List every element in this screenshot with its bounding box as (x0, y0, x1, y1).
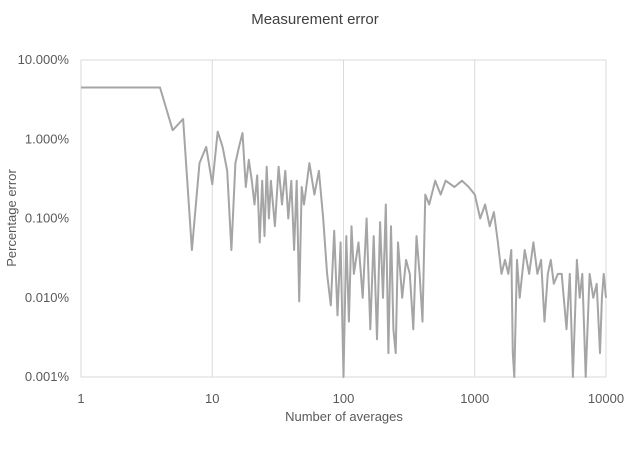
x-axis-title: Number of averages (285, 409, 403, 424)
y-axis-title: Percentage error (4, 169, 19, 267)
chart-title: Measurement error (251, 11, 379, 28)
y-tick-label: 0.001% (25, 369, 70, 384)
series-line-1 (81, 86, 607, 378)
x-tick-label: 100 (333, 391, 355, 406)
x-tick-label: 1000 (460, 391, 489, 406)
y-tick-label: 0.010% (25, 290, 70, 305)
y-axis-ticks: 0.001% 0.010% 0.100% 1.000% 10.000% (18, 52, 70, 384)
series-layer (81, 86, 607, 378)
x-tick-label: 1 (77, 391, 84, 406)
y-tick-label: 10.000% (18, 52, 70, 67)
x-tick-label: 10000 (588, 391, 624, 406)
y-tick-label: 1.000% (25, 131, 70, 146)
x-tick-label: 10 (205, 391, 219, 406)
y-tick-label: 0.100% (25, 211, 70, 226)
x-axis-ticks: 1 10 100 1000 10000 (77, 391, 624, 406)
